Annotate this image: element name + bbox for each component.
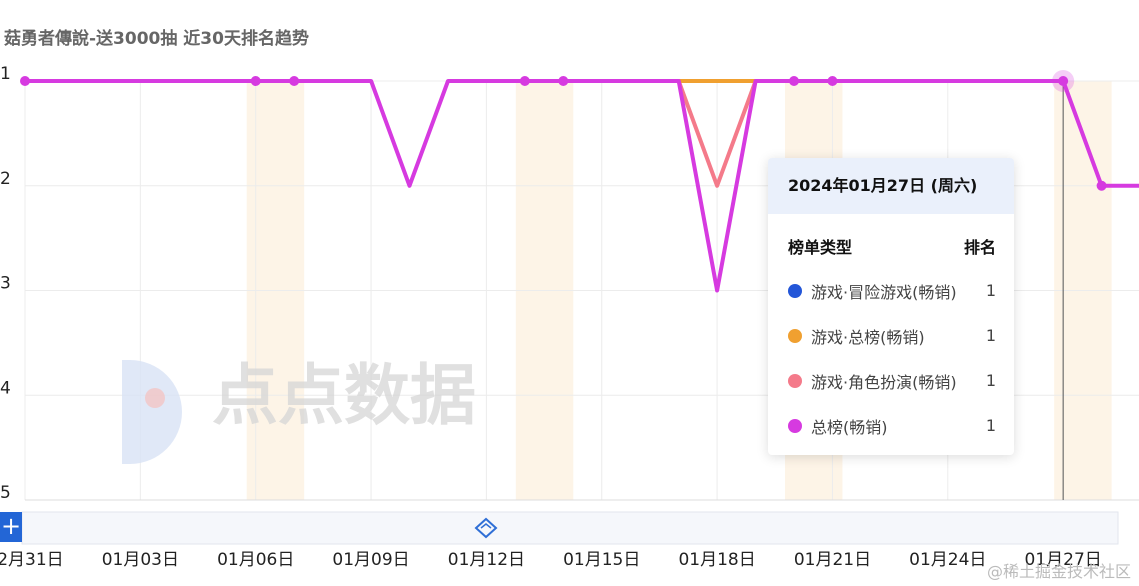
x-tick-label: 01月21日: [794, 550, 871, 570]
tooltip: 2024年01月27日 (周六) 榜单类型 排名 游戏·冒险游戏(畅销) 1 游…: [768, 158, 1014, 455]
tooltip-date: 2024年01月27日 (周六): [768, 158, 1014, 214]
x-tick-label: 01月03日: [102, 550, 179, 570]
tooltip-row-name: 总榜(畅销): [811, 417, 888, 437]
x-tick-label: 01月09日: [332, 550, 409, 570]
y-tick-label: 5: [0, 483, 11, 503]
series-lines: [23, 79, 1139, 293]
data-point: [827, 76, 838, 86]
zoom-slider[interactable]: [21, 511, 1119, 545]
tooltip-row-name: 游戏·冒险游戏(畅销): [811, 282, 957, 302]
data-point: [20, 76, 30, 86]
x-tick-label: 01月18日: [678, 550, 755, 570]
y-tick-label: 1: [0, 64, 11, 84]
watermark: 点点数据: [122, 357, 476, 464]
site-watermark: @稀土掘金技术社区: [986, 562, 1131, 581]
legend-dot-icon: [788, 418, 802, 433]
x-tick-labels: 12月31日 01月03日 01月06日 01月09日 01月12日 01月15日 01月1…: [0, 550, 1102, 570]
watermark-logo-icon: [122, 360, 182, 464]
legend-dot-icon: [788, 283, 802, 298]
y-tick-labels: 1 2 3 4 5: [0, 64, 11, 503]
tooltip-header: 榜单类型 排名: [768, 214, 1014, 258]
x-tick-label: 01月12日: [448, 550, 525, 570]
tooltip-row-rank: 1: [985, 281, 996, 300]
tooltip-row-rank: 1: [985, 416, 996, 435]
diamond-handle-icon[interactable]: [474, 517, 498, 539]
tooltip-row: 游戏·总榜(畅销) 1: [768, 313, 1014, 358]
tooltip-row: 游戏·角色扮演(畅销) 1: [768, 358, 1014, 403]
tooltip-header-type: 榜单类型: [788, 238, 853, 257]
data-point: [250, 76, 261, 86]
y-tick-label: 3: [0, 274, 11, 294]
tooltip-row-name: 游戏·总榜(畅销): [811, 327, 925, 347]
x-tick-label: 12月31日: [0, 550, 64, 570]
tooltip-row-rank: 1: [985, 371, 996, 390]
legend-dot-icon: [788, 328, 802, 343]
plus-icon[interactable]: +: [0, 512, 22, 542]
legend-dot-icon: [788, 373, 802, 388]
data-point: [1096, 180, 1107, 191]
tooltip-row-name: 游戏·角色扮演(畅销): [811, 372, 957, 392]
data-point: [558, 76, 569, 86]
x-tick-label: 01月27日: [1025, 550, 1102, 570]
tooltip-row: 总榜(畅销) 1: [768, 403, 1014, 448]
x-tick-label: 01月06日: [217, 550, 294, 570]
watermark-text: 点点数据: [212, 357, 476, 434]
zoom-slider-track: [21, 511, 1119, 545]
y-tick-label: 4: [0, 378, 11, 398]
tooltip-header-rank: 排名: [963, 238, 996, 257]
series-line: [23, 79, 1139, 293]
series-points: [20, 70, 1107, 191]
x-tick-label: 01月24日: [909, 550, 986, 570]
tooltip-row-rank: 1: [985, 326, 996, 345]
chart-title: 菇勇者傳說-送3000抽 近30天排名趋势: [4, 29, 309, 49]
data-point: [289, 76, 300, 86]
data-point: [519, 76, 530, 86]
y-tick-label: 2: [0, 169, 11, 189]
data-point: [789, 76, 799, 86]
tooltip-row: 游戏·冒险游戏(畅销) 1: [768, 268, 1014, 313]
x-tick-label: 01月15日: [563, 550, 640, 570]
data-point: [1058, 76, 1069, 86]
